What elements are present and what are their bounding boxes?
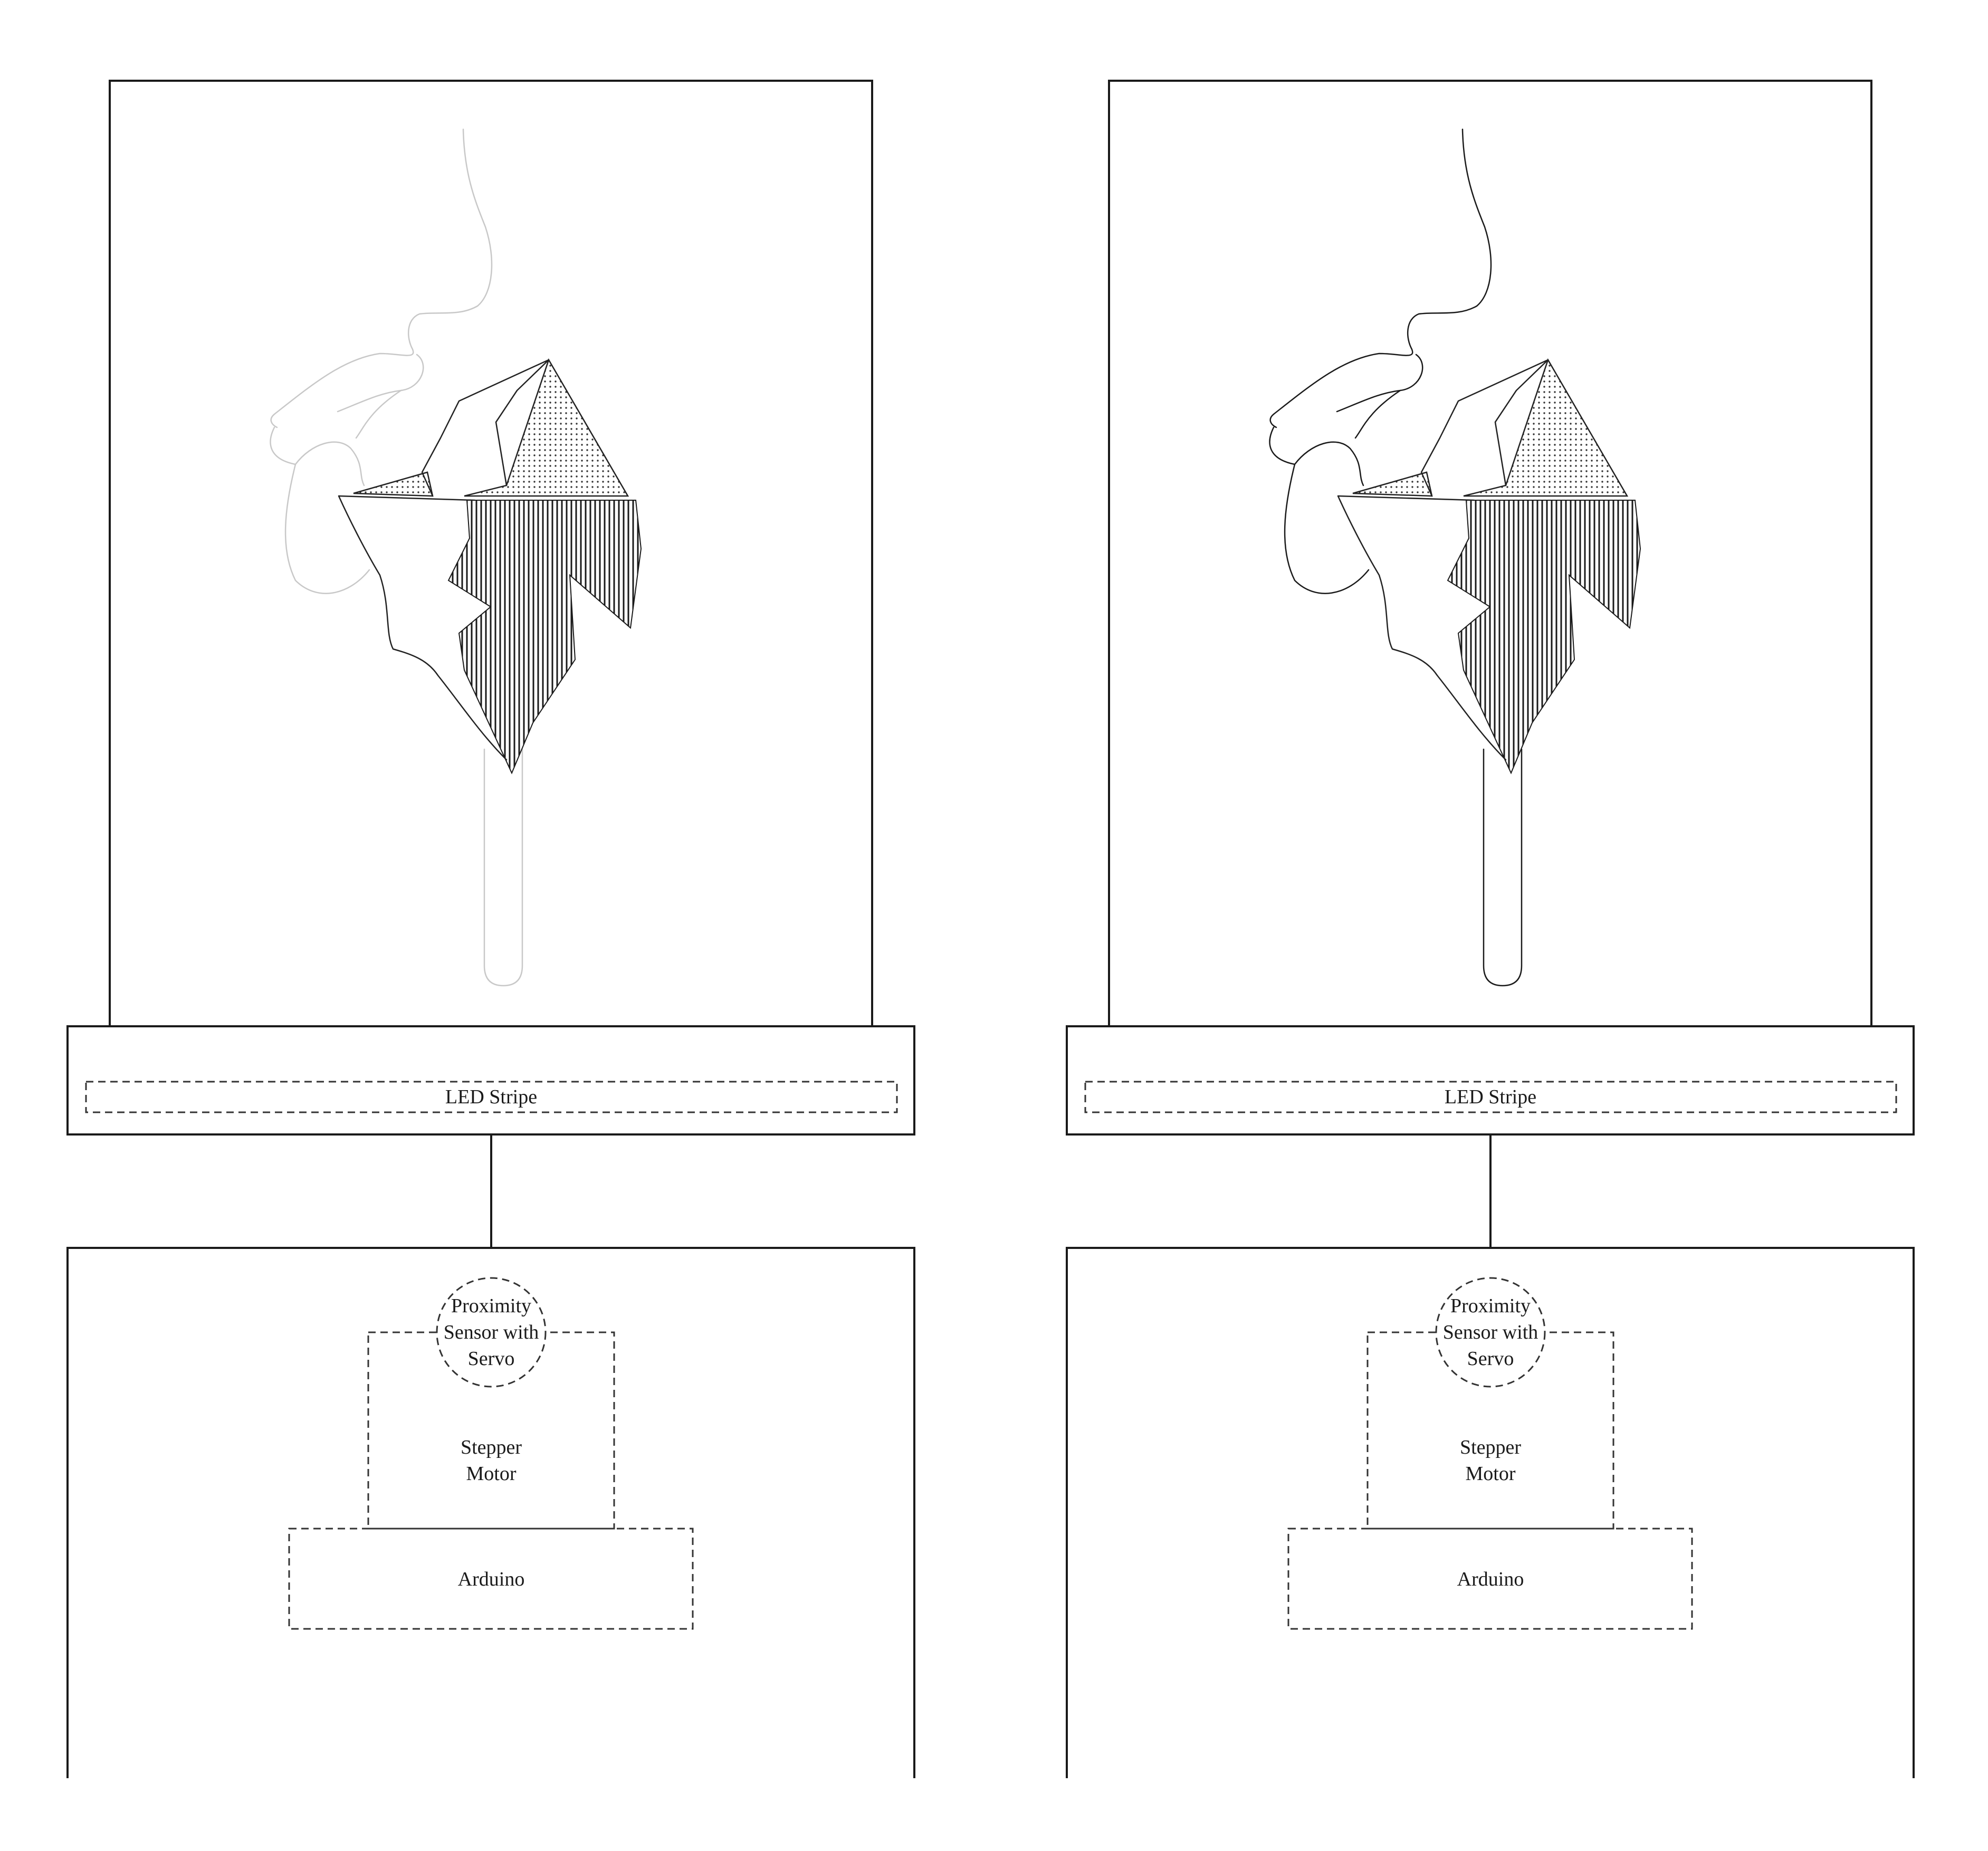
sculpture-right: [1269, 128, 1641, 987]
lip-outline: [1336, 354, 1423, 439]
sensor-label-line-2-left: Sensor with: [444, 1321, 539, 1343]
led-base-left: [66, 1025, 915, 1136]
led-stripe-right: [1084, 1081, 1897, 1113]
motor-label-line-2-left: Motor: [466, 1463, 517, 1485]
proximity-sensor-left: [436, 1277, 547, 1388]
hatched-shard: [447, 500, 642, 775]
support-rod: [483, 748, 523, 987]
sensor-label-line-1-right: Proximity: [1450, 1295, 1531, 1317]
dotted-shard: [1463, 358, 1629, 497]
sculpture-outline: [1337, 359, 1549, 761]
lip-outline: [337, 354, 424, 439]
sculpture-outline: [338, 359, 550, 761]
sensor-label-line-3-right: Servo: [1467, 1348, 1514, 1370]
dotted-sliver: [1352, 471, 1433, 497]
face-profile: [1269, 128, 1492, 428]
sensor-label-line-2-right: Sensor with: [1443, 1321, 1538, 1343]
sculpture-left: [270, 128, 642, 987]
arduino-left: [288, 1528, 694, 1630]
face-profile: [270, 128, 493, 428]
hatched-shard: [1447, 500, 1641, 775]
led-base-right: [1066, 1025, 1915, 1136]
sensor-label-line-3-left: Servo: [468, 1348, 515, 1370]
tongue-outline: [1269, 426, 1370, 594]
led-label-right: LED Stripe: [1445, 1086, 1536, 1108]
sensor-label-line-1-left: Proximity: [451, 1295, 531, 1317]
motor-label-line-1-left: Stepper: [461, 1436, 522, 1458]
electronics-box-right: [1066, 1247, 1915, 1778]
dotted-shard: [464, 358, 629, 497]
dotted-sliver: [353, 471, 434, 497]
motor-label-line-2-right: Motor: [1466, 1463, 1516, 1485]
support-rod: [1483, 748, 1523, 987]
led-label-left: LED Stripe: [445, 1086, 537, 1108]
arduino-label-left: Arduino: [458, 1568, 525, 1590]
tongue-outline: [270, 426, 370, 594]
led-stripe-left: [85, 1081, 898, 1113]
arduino-right: [1287, 1528, 1693, 1630]
panel-left: LED Stripe Stepper Motor Proximity Senso…: [66, 80, 915, 1778]
panel-right: LED Stripe Stepper Motor Proximity Senso…: [1066, 80, 1915, 1778]
proximity-sensor-right: [1435, 1277, 1546, 1388]
arduino-label-right: Arduino: [1457, 1568, 1524, 1590]
electronics-box-left: [66, 1247, 915, 1778]
motor-label-line-1-right: Stepper: [1460, 1436, 1521, 1458]
